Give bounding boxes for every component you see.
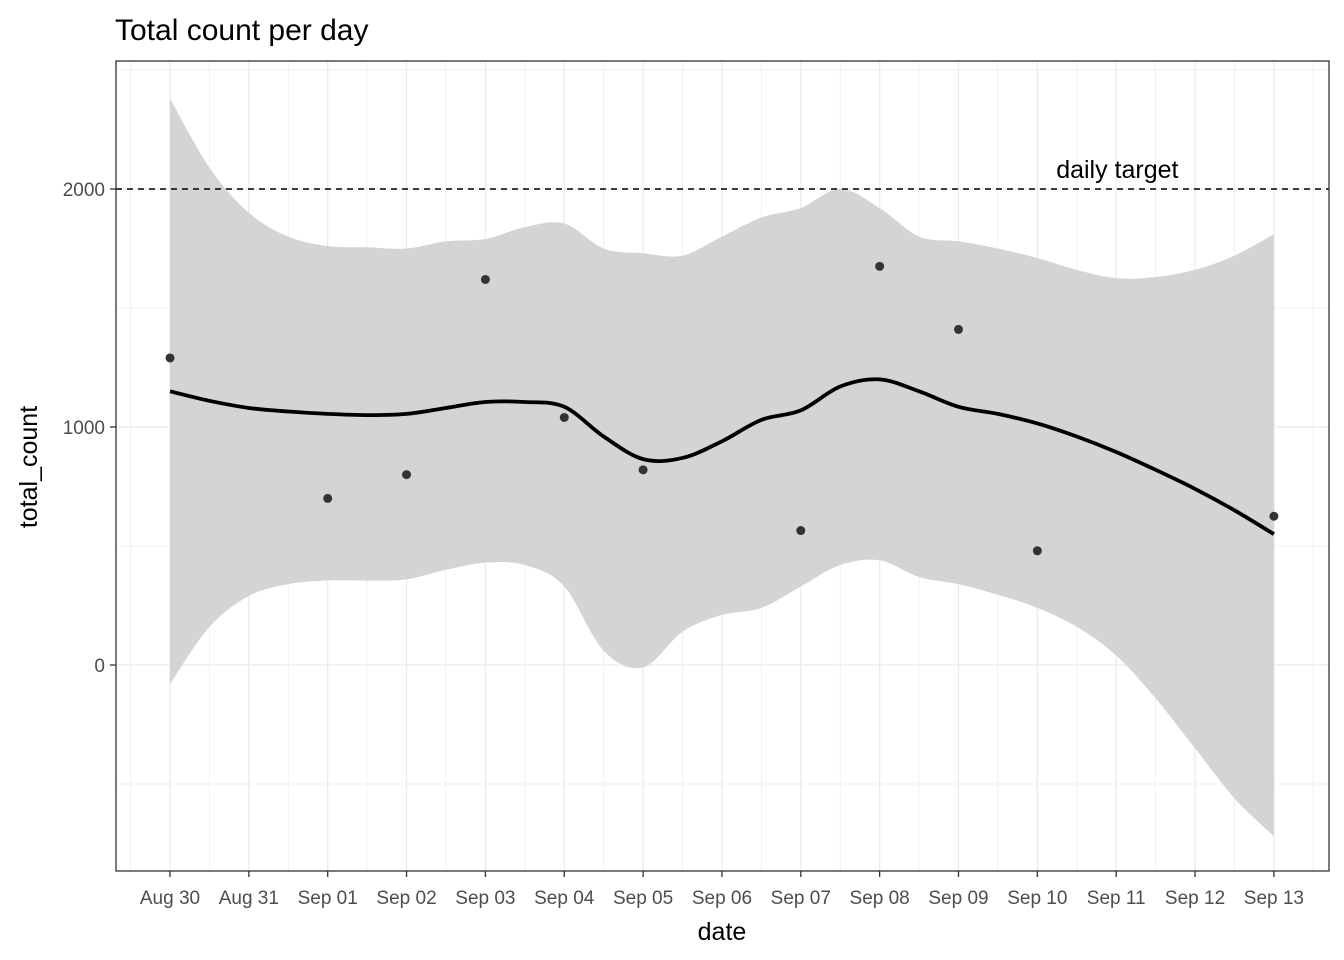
x-tick-label: Sep 04 bbox=[534, 888, 595, 909]
data-point bbox=[638, 465, 648, 475]
x-tick-label: Sep 08 bbox=[850, 888, 910, 909]
chart-title: Total count per day bbox=[115, 14, 369, 47]
x-tick-label: Aug 30 bbox=[140, 888, 200, 909]
data-point bbox=[875, 261, 885, 271]
data-point bbox=[796, 526, 806, 536]
x-tick-label: Sep 13 bbox=[1244, 888, 1304, 909]
x-tick-label: Aug 31 bbox=[219, 888, 279, 909]
data-point bbox=[323, 493, 333, 503]
plot-area: daily target bbox=[115, 60, 1330, 872]
x-tick-label: Sep 12 bbox=[1165, 888, 1225, 909]
x-tick-label: Sep 02 bbox=[376, 888, 436, 909]
x-tick-label: Sep 01 bbox=[298, 888, 358, 909]
points-layer bbox=[165, 261, 1279, 556]
x-tick-label: Sep 07 bbox=[771, 888, 831, 909]
data-point bbox=[402, 470, 412, 480]
x-tick-label: Sep 03 bbox=[455, 888, 515, 909]
y-tick-label: 2000 bbox=[63, 180, 105, 201]
smooth-line bbox=[169, 377, 1275, 536]
data-point bbox=[1269, 511, 1279, 521]
x-tick-label: Sep 09 bbox=[928, 888, 988, 909]
data-point bbox=[165, 353, 175, 363]
data-point bbox=[954, 324, 963, 334]
x-tick-label: Sep 10 bbox=[1007, 888, 1067, 909]
data-point bbox=[559, 412, 569, 422]
data-point bbox=[480, 274, 490, 284]
y-axis-title: total_count bbox=[15, 406, 43, 528]
y-tick-label: 0 bbox=[94, 656, 105, 677]
y-tick-label: 1000 bbox=[63, 418, 105, 439]
confidence-band bbox=[170, 98, 1274, 837]
x-tick-label: Sep 06 bbox=[692, 888, 752, 909]
target-label: daily target bbox=[1056, 156, 1178, 184]
x-tick-label: Sep 05 bbox=[613, 888, 673, 909]
x-axis: Aug 30 Aug 31 Sep 01 Sep 02 Sep 03 Sep 04 Sep … bbox=[140, 871, 1304, 909]
data-point bbox=[1032, 546, 1042, 556]
x-tick-label: Sep 11 bbox=[1087, 888, 1146, 909]
x-axis-title: date bbox=[698, 918, 747, 946]
y-axis: 0 1000 2000 bbox=[63, 180, 116, 677]
